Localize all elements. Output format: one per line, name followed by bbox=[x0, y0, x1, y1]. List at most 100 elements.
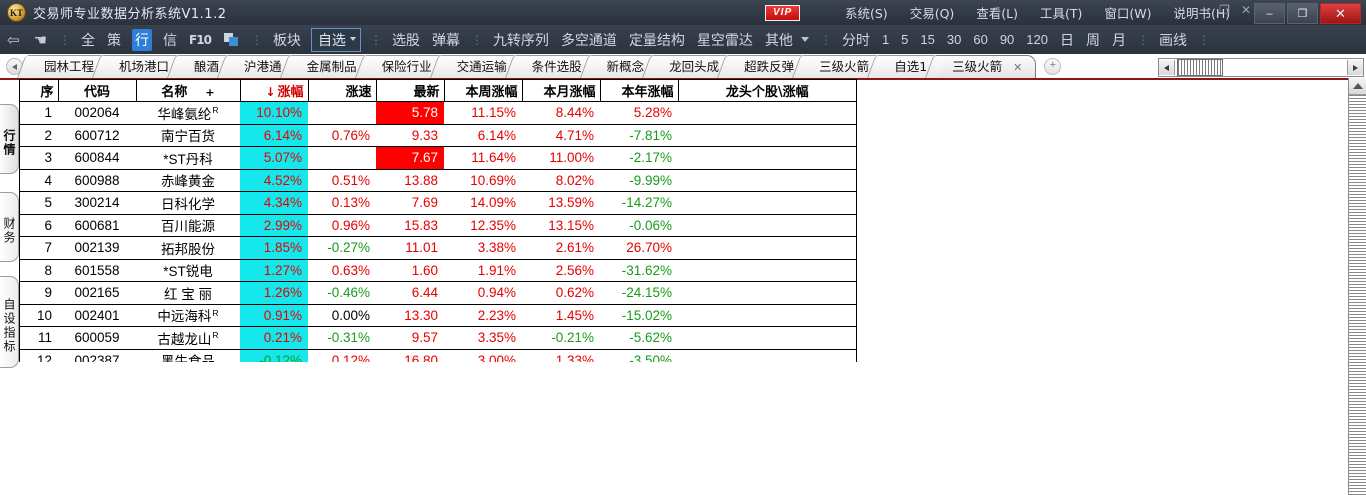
minimize-button[interactable]: – bbox=[1254, 3, 1285, 24]
table-row[interactable]: 2 600712 南宁百货 6.14% 0.76% 9.33 6.14% 4.71% -7.81… bbox=[19, 124, 857, 147]
cell-name[interactable]: *ST丹科 bbox=[136, 146, 240, 170]
menu-item-system[interactable]: 系统(S) bbox=[845, 6, 888, 21]
vip-badge[interactable]: VIP bbox=[765, 5, 801, 21]
draw-line-button[interactable]: 画线 bbox=[1158, 32, 1187, 49]
toolbar-other-button[interactable]: 其他 bbox=[764, 32, 793, 49]
tab-yuanlin-gongcheng[interactable]: 园林工程 bbox=[27, 55, 109, 78]
scroll-left-icon[interactable] bbox=[1159, 60, 1175, 75]
table-row[interactable]: 4 600988 赤峰黄金 4.52% 0.51% 13.88 10.69% 8.02% -9.… bbox=[19, 169, 857, 192]
close-button[interactable]: ✕ bbox=[1320, 3, 1361, 24]
table-row[interactable]: 10 002401 中远海科R 0.91% 0.00% 13.30 2.23% 1.45% -1… bbox=[19, 304, 857, 327]
toolbar-sector-button[interactable]: 板块 bbox=[272, 32, 301, 49]
sidebar-item-financials[interactable]: 财务 bbox=[0, 192, 19, 262]
table-row[interactable]: 9 002165 红 宝 丽 1.26% -0.46% 6.44 0.94% 0.62% -24… bbox=[19, 281, 857, 305]
period-30-button[interactable]: 30 bbox=[946, 32, 962, 47]
cell-name[interactable]: 赤峰黄金 bbox=[136, 169, 240, 192]
watchlist-dropdown[interactable]: 自选 bbox=[310, 27, 361, 52]
toolbar-quan-button[interactable]: 全 bbox=[81, 32, 96, 49]
period-week-button[interactable]: 周 bbox=[1085, 32, 1100, 49]
period-1-button[interactable]: 1 bbox=[881, 32, 890, 47]
scroll-up-icon[interactable] bbox=[1349, 78, 1366, 95]
toolbar-hang-button[interactable]: 行 bbox=[132, 28, 153, 51]
maximize-button[interactable]: ❐ bbox=[1287, 3, 1318, 24]
col-header-name[interactable]: 名称 + bbox=[135, 79, 241, 102]
toolbar-xingkong-button[interactable]: 星空雷达 bbox=[696, 32, 753, 49]
period-60-button[interactable]: 60 bbox=[973, 32, 988, 47]
col-header-index[interactable]: 序 bbox=[19, 79, 59, 102]
col-header-last[interactable]: 最新 bbox=[375, 79, 445, 102]
col-header-year[interactable]: 本年涨幅 bbox=[599, 79, 679, 102]
col-header-code[interactable]: 代码 bbox=[57, 79, 137, 102]
tab-xin-gainian[interactable]: 新概念 bbox=[589, 55, 659, 78]
close-icon[interactable]: ✕ bbox=[1013, 61, 1023, 74]
cell-name[interactable]: 拓邦股份 bbox=[136, 236, 240, 260]
period-day-button[interactable]: 日 bbox=[1059, 32, 1074, 49]
tab-sanji-huojian[interactable]: 三级火箭 bbox=[802, 55, 884, 78]
toolbar-danmu-button[interactable]: 弹幕 bbox=[431, 32, 460, 49]
sidebar-item-custom-indicator[interactable]: 自设指标 bbox=[0, 276, 19, 368]
expand-marker[interactable]: + bbox=[205, 86, 215, 99]
cell-name[interactable]: 华峰氨纶R bbox=[136, 101, 240, 125]
toolbar-jiuzhuan-button[interactable]: 九转序列 bbox=[492, 32, 549, 49]
period-120-button[interactable]: 120 bbox=[1026, 32, 1048, 47]
table-row[interactable]: 7 002139 拓邦股份 1.85% -0.27% 11.01 3.38% 2.61% 26.… bbox=[19, 236, 857, 260]
cell-name[interactable]: 日科化学 bbox=[136, 191, 240, 215]
toolbar-duokong-button[interactable]: 多空通道 bbox=[560, 32, 617, 49]
chevron-down-icon[interactable] bbox=[800, 37, 809, 42]
cell-name[interactable]: 中远海科R bbox=[136, 304, 240, 327]
cell-name[interactable]: 百川能源 bbox=[136, 214, 240, 237]
sidebar-item-quotes[interactable]: 行情 bbox=[0, 104, 19, 174]
back-arrow-icon[interactable]: ⇦ bbox=[7, 30, 20, 49]
menu-item-view[interactable]: 查看(L) bbox=[976, 6, 1019, 21]
tab-sanji-huojian-active[interactable]: 三级火箭 ✕ bbox=[935, 55, 1037, 78]
col-header-month[interactable]: 本月涨幅 bbox=[521, 79, 601, 102]
toolbar-dingliang-button[interactable]: 定量结构 bbox=[628, 32, 685, 49]
tab-longhuitoucheng[interactable]: 龙回头成 bbox=[652, 55, 734, 78]
cell-name[interactable]: 南宁百货 bbox=[136, 124, 240, 147]
period-5-button[interactable]: 5 bbox=[901, 32, 909, 47]
menu-item-window[interactable]: 窗口(W) bbox=[1104, 6, 1152, 21]
toolbar-xin-button[interactable]: 信 bbox=[163, 32, 178, 49]
scrollbar-thumb[interactable] bbox=[1177, 59, 1223, 76]
tab-baoxian-hangye[interactable]: 保险行业 bbox=[364, 55, 446, 78]
toolbar-ce-button[interactable]: 策 bbox=[107, 32, 122, 49]
col-header-change[interactable]: ↓ 涨幅 bbox=[239, 79, 309, 102]
table-row[interactable]: 6 600681 百川能源 2.99% 0.96% 15.83 12.35% 13.15% -0… bbox=[19, 214, 857, 237]
table-row[interactable]: 5 300214 日科化学 4.34% 0.13% 7.69 14.09% 13.59% -14… bbox=[19, 191, 857, 215]
table-row[interactable]: 11 600059 古越龙山R 0.21% -0.31% 9.57 3.35% -0.21% -… bbox=[19, 326, 857, 350]
toolbar-f10-button[interactable]: F10 bbox=[189, 32, 212, 47]
period-fenshi-button[interactable]: 分时 bbox=[841, 32, 870, 49]
tab-chaodie-fantan[interactable]: 超跌反弹 bbox=[727, 55, 809, 78]
main-vertical-scrollbar[interactable] bbox=[1348, 78, 1366, 495]
tab-horizontal-scrollbar[interactable] bbox=[1158, 58, 1364, 77]
windows-tile-icon[interactable] bbox=[223, 33, 239, 46]
tab-jinshu-zhipin[interactable]: 金属制品 bbox=[289, 55, 371, 78]
col-header-week[interactable]: 本周涨幅 bbox=[443, 79, 523, 102]
tab-zixuan-1[interactable]: 自选1 bbox=[877, 55, 942, 78]
cell-month: 2.56% bbox=[522, 259, 600, 282]
col-header-speed[interactable]: 涨速 bbox=[307, 79, 377, 102]
table-row[interactable]: 8 601558 *ST锐电 1.27% 0.63% 1.60 1.91% 2.56% -31.… bbox=[19, 259, 857, 282]
restore-small-icon[interactable]: ❐ bbox=[1219, 3, 1230, 17]
add-tab-button[interactable]: + bbox=[1044, 58, 1062, 75]
menu-item-manual[interactable]: 说明书(H) bbox=[1173, 6, 1231, 21]
period-month-button[interactable]: 月 bbox=[1111, 32, 1126, 49]
hand-pointer-icon[interactable]: ☚ bbox=[33, 30, 48, 49]
table-row[interactable]: 1 002064 华峰氨纶R 10.10% 5.78 11.15% 8.44% 5.28% bbox=[19, 101, 857, 125]
menu-item-trade[interactable]: 交易(Q) bbox=[909, 6, 955, 21]
col-header-leader[interactable]: 龙头个股\涨幅 bbox=[677, 79, 857, 102]
cell-name[interactable]: 红 宝 丽 bbox=[136, 281, 240, 305]
menu-item-tools[interactable]: 工具(T) bbox=[1040, 6, 1083, 21]
tab-tiaojian-xuangu[interactable]: 条件选股 bbox=[514, 55, 596, 78]
vertical-scroll-track[interactable] bbox=[1349, 95, 1366, 495]
cell-name[interactable]: 古越龙山R bbox=[136, 326, 240, 350]
tab-hugangtong[interactable]: 沪港通 bbox=[227, 55, 296, 78]
close-small-icon[interactable]: ✕ bbox=[1240, 3, 1251, 17]
scroll-right-icon[interactable] bbox=[1347, 60, 1363, 75]
toolbar-stock-picker-button[interactable]: 选股 bbox=[391, 32, 420, 49]
period-90-button[interactable]: 90 bbox=[999, 32, 1015, 47]
tab-jichang-gangkou[interactable]: 机场港口 bbox=[102, 55, 184, 78]
table-row[interactable]: 3 600844 *ST丹科 5.07% 7.67 11.64% 11.00% -2.17% bbox=[19, 146, 857, 170]
period-15-button[interactable]: 15 bbox=[920, 32, 935, 47]
cell-name[interactable]: *ST锐电 bbox=[136, 259, 240, 282]
